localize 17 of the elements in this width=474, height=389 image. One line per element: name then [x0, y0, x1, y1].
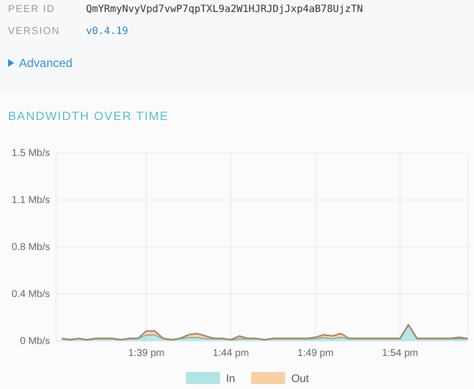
x-tick-label: 1:44 pm	[212, 348, 249, 360]
x-tick-label: 1:54 pm	[382, 348, 418, 360]
text: VERSION	[8, 26, 60, 37]
text: QmYRmyNvyVpd7vwP7qpTXL9a2W1HJRJDjJxp4aB78UjzTN	[86, 4, 363, 15]
y-tick-label: 0 Mb/s	[20, 336, 50, 348]
text: v0.4.19	[86, 26, 128, 37]
y-tick-label: 1.1 Mb/s	[12, 195, 50, 206]
y-tick-label: 0.4 Mb/s	[12, 289, 50, 300]
x-tick-label: 1:49 pm	[297, 348, 334, 360]
text: Advanced	[19, 56, 72, 70]
y-tick-label: 1.5 Mb/s	[12, 148, 50, 160]
legend-label: Out	[291, 373, 309, 385]
legend-label: In	[226, 373, 236, 385]
chart-title: BANDWIDTH OVER TIME	[8, 109, 169, 123]
x-tick-label: 1:39 pm	[128, 348, 164, 360]
text: PEER ID	[8, 4, 56, 15]
y-tick-label: 0.8 Mb/s	[12, 242, 50, 254]
